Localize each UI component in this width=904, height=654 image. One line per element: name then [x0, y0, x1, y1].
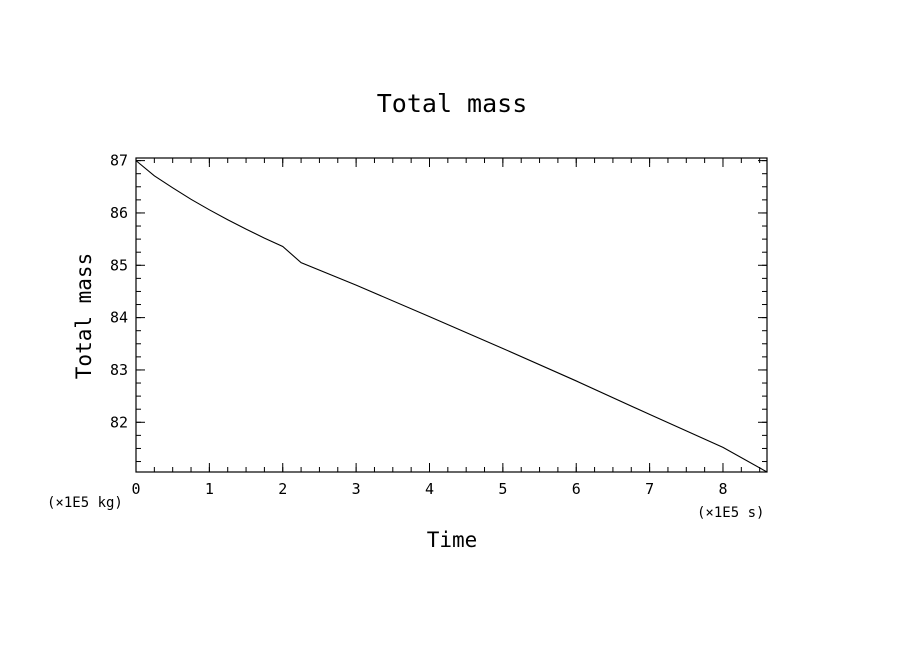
x-tick-label: 2 — [278, 480, 287, 498]
chart-title: Total mass — [377, 89, 528, 118]
y-axis-label: Total mass — [72, 253, 96, 379]
series-line — [135, 160, 768, 473]
x-tick-label: 4 — [425, 480, 434, 498]
x-tick-label: 1 — [205, 480, 214, 498]
x-unit-label: (×1E5 s) — [697, 505, 764, 521]
plot-frame — [135, 157, 768, 473]
y-unit-label: (×1E5 kg) — [47, 495, 123, 511]
y-tick-label: 83 — [110, 361, 128, 379]
x-axis-label: Time — [427, 528, 478, 552]
y-tick-label: 85 — [110, 256, 128, 274]
x-tick-label: 0 — [131, 480, 140, 498]
x-tick-label: 3 — [352, 480, 361, 498]
x-tick-label: 6 — [572, 480, 581, 498]
y-tick-label: 82 — [110, 413, 128, 431]
y-tick-label: 86 — [110, 204, 128, 222]
x-tick-label: 5 — [498, 480, 507, 498]
x-tick-label: 8 — [718, 480, 727, 498]
x-tick-label: 7 — [645, 480, 654, 498]
y-tick-label: 87 — [110, 152, 128, 170]
tick-labels: 0 1 2 3 4 5 6 7 8 82 83 84 85 86 87 — [110, 152, 728, 498]
axis-ticks — [135, 158, 767, 472]
y-tick-label: 84 — [110, 309, 128, 327]
